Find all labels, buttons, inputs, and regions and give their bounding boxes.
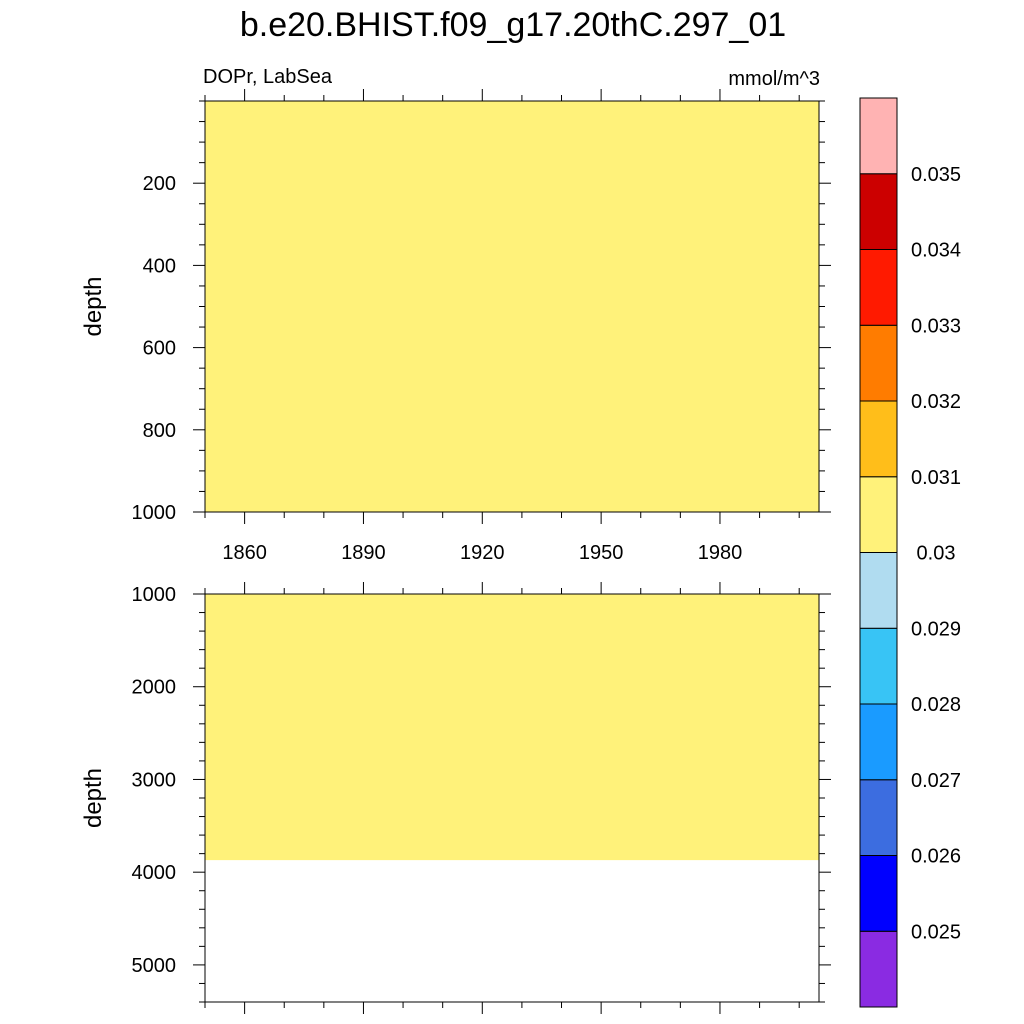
colorbar-label: 0.033 [911,315,961,337]
y-tick-label: 400 [143,255,176,277]
y-tick-label: 1000 [132,502,177,524]
colorbar-swatch [859,173,898,250]
colorbar-label: 0.034 [911,240,961,262]
x-tick-label: 1950 [579,542,624,564]
contour-fill-region [205,101,819,512]
colorbar: 0.025 0.026 0.027 0.028 0.029 0.03 0.031 0.032 0… [859,97,961,1008]
y-tick-label: 2000 [132,677,177,699]
colorbar-swatch [859,855,898,932]
upper-panel: 1860 1890 1920 1950 1980 200 400 600 800 1000 dept… [80,89,831,564]
colorbar-swatch [859,627,898,705]
colorbar-label: 0.025 [911,921,961,943]
colorbar-label: 0.029 [911,618,961,640]
y-tick-label: 200 [143,173,176,195]
colorbar-swatch [859,703,898,781]
y-tick-label: 600 [143,338,176,360]
colorbar-label: 0.031 [911,467,961,489]
y-tick-label: 3000 [132,769,177,791]
contour-fill-region [205,594,819,861]
colorbar-swatch [859,552,898,629]
x-tick-label: 1980 [698,542,743,564]
colorbar-swatch [859,400,898,478]
x-tick-label: 1920 [460,542,505,564]
colorbar-label: 0.027 [911,770,961,792]
colorbar-swatch [859,249,898,326]
y-tick-label: 4000 [132,862,177,884]
colorbar-swatch [859,97,898,175]
colorbar-swatch [859,476,898,553]
colorbar-label: 0.032 [911,391,961,413]
x-tick-label: 1860 [222,542,267,564]
y-axis-label: depth [80,768,107,828]
plot-title: b.e20.BHIST.f09_g17.20thC.297_01 [240,6,786,44]
colorbar-label: 0.026 [911,846,961,868]
colorbar-swatch [859,930,898,1008]
colorbar-swatch [859,324,898,402]
y-axis-label: depth [80,276,107,336]
colorbar-label: 0.03 [917,543,956,565]
lower-panel: 1000 2000 3000 4000 5000 depth [80,582,831,1014]
colorbar-label: 0.028 [911,694,961,716]
colorbar-label: 0.035 [911,164,961,186]
variable-region-label: DOPr, LabSea [203,66,333,88]
y-tick-label: 5000 [132,955,177,977]
colorbar-swatch [859,779,898,856]
y-tick-label: 1000 [132,584,177,606]
units-label: mmol/m^3 [728,68,820,90]
x-tick-label: 1890 [341,542,386,564]
y-tick-label: 800 [143,420,176,442]
